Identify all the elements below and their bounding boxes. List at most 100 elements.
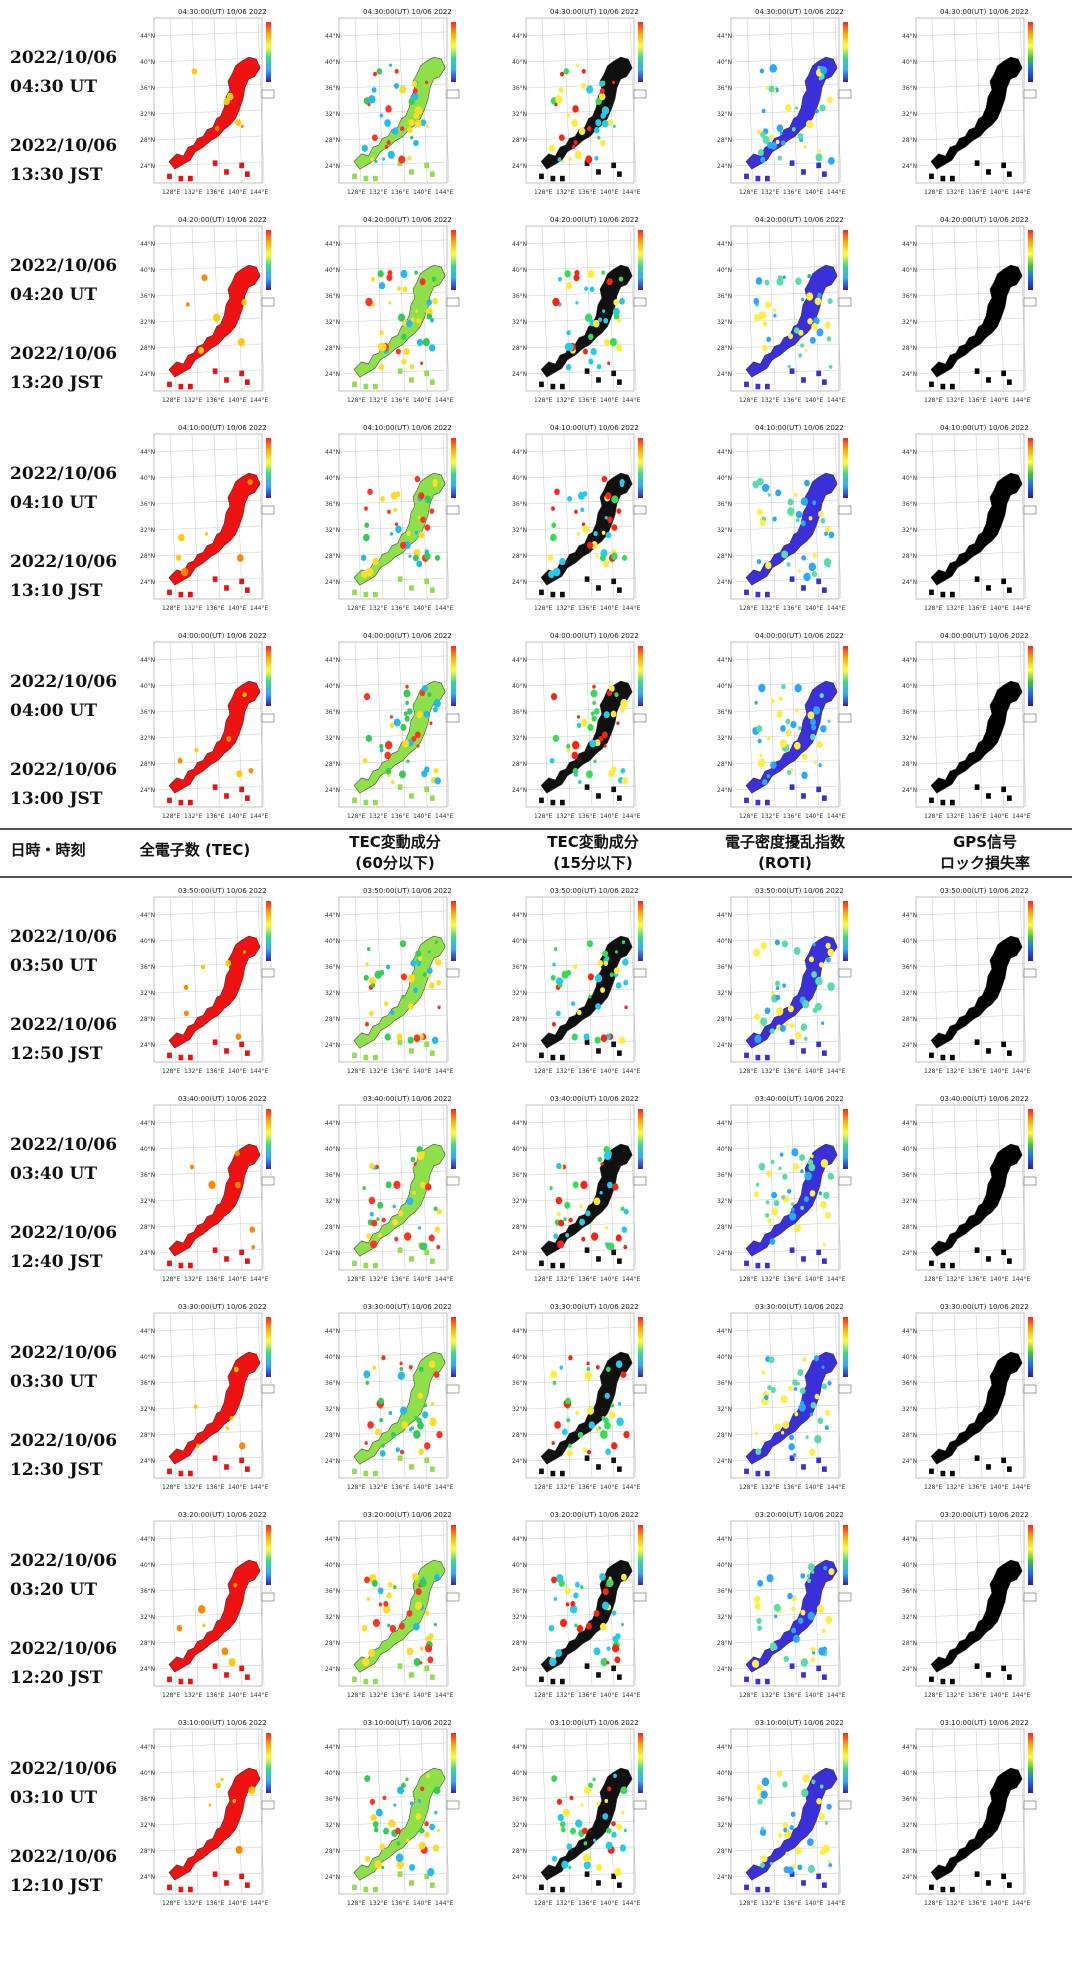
map-title: 03:20:00(UT) 10/06 2022 [755, 1511, 844, 1519]
japan-shape [540, 935, 633, 1049]
loss-panel: 04:00:00(UT) 10/06 2022 44°N 40°N 36°N 32°N 2… [902, 630, 1040, 825]
lat-tick-label: 36°N [140, 709, 155, 716]
nict-logo-box [838, 968, 852, 978]
island-marker [940, 1678, 946, 1685]
lon-tick-label: 132°E [761, 1900, 779, 1907]
nict-logo-box [633, 505, 647, 515]
lon-tick-label: 132°E [184, 397, 202, 404]
data-speckle [412, 88, 418, 94]
data-speckle [815, 976, 823, 986]
lat-gridline [915, 1404, 1025, 1410]
lat-gridline [525, 681, 635, 687]
colorbar [843, 22, 848, 82]
data-speckle [590, 689, 598, 698]
data-speckle [551, 1576, 557, 1584]
loss-panel: 04:10:00(UT) 10/06 2022 44°N 40°N 36°N 32°N 2… [902, 422, 1040, 617]
data-speckle [776, 124, 784, 132]
map-frame [915, 1312, 1025, 1479]
data-speckle [790, 1022, 795, 1028]
data-speckle [558, 1219, 565, 1227]
lat-tick-label: 28°N [140, 1640, 155, 1647]
lat-gridline [915, 1118, 1025, 1124]
data-speckle [433, 706, 438, 713]
data-speckle [393, 1585, 397, 1590]
data-speckle [601, 270, 605, 275]
data-speckle [574, 270, 580, 276]
data-speckle [811, 971, 817, 978]
data-speckle [779, 1152, 784, 1157]
data-speckle [807, 1159, 814, 1166]
data-speckle [571, 751, 579, 760]
data-speckle [202, 1623, 206, 1628]
nict-logo-box [261, 1176, 275, 1186]
island-marker [424, 1457, 430, 1464]
data-speckle [434, 554, 441, 561]
lat-tick-label: 44°N [512, 241, 527, 248]
data-speckle [248, 768, 254, 774]
data-speckle [367, 947, 371, 952]
lat-gridline [153, 109, 263, 115]
data-speckle [787, 1005, 794, 1013]
d15-map: 03:30:00(UT) 10/06 202244°N40°N36°N32°N2… [512, 1303, 647, 1491]
data-speckle [409, 1863, 416, 1871]
island-marker [178, 1262, 184, 1269]
lon-tick-label: 136°E [391, 1068, 409, 1075]
data-speckle [558, 1579, 565, 1587]
lat-tick-label: 24°N [512, 163, 527, 170]
data-speckle [552, 962, 556, 967]
data-speckle [395, 1853, 404, 1863]
data-speckle [434, 777, 441, 785]
island-marker [352, 381, 357, 388]
lon-gridline [191, 433, 199, 600]
data-speckle [379, 113, 384, 118]
data-speckle [363, 693, 371, 701]
island-marker [224, 1256, 229, 1262]
lon-tick-label: 132°E [946, 1692, 964, 1699]
lat-tick-label: 44°N [717, 657, 732, 664]
lat-gridline [525, 57, 635, 63]
island-marker [765, 1054, 770, 1061]
nict-logo-box [261, 297, 275, 307]
colorbar [843, 1733, 848, 1793]
data-speckle [561, 1860, 569, 1869]
d60-data-layer [352, 1767, 446, 1893]
data-speckle [602, 309, 606, 313]
island-marker [178, 1470, 184, 1477]
jst-date: 2022/10/06 [10, 344, 118, 364]
data-speckle [611, 495, 619, 504]
data-speckle [399, 1449, 405, 1455]
data-speckle [790, 768, 794, 772]
lon-gridline [563, 896, 571, 1063]
data-speckle [814, 1434, 822, 1444]
lon-tick-label: 128°E [739, 1276, 757, 1283]
map-title: 04:10:00(UT) 10/06 2022 [363, 424, 452, 432]
data-speckle [795, 517, 800, 523]
lat-gridline [730, 239, 840, 245]
data-speckle [611, 80, 616, 85]
lon-tick-label: 136°E [391, 189, 409, 196]
lon-tick-label: 132°E [369, 605, 387, 612]
time-row: 2022/10/06 03:50 UT 2022/10/06 12:50 JST 03:… [0, 885, 1072, 1090]
data-speckle [592, 1838, 597, 1843]
island-marker [596, 169, 601, 175]
lat-tick-label: 36°N [902, 85, 917, 92]
colorbar [638, 901, 643, 961]
data-speckle [377, 270, 384, 278]
island-marker [424, 1873, 430, 1880]
data-speckle [183, 984, 189, 990]
data-speckle [769, 1642, 777, 1651]
lon-tick-label: 136°E [578, 1692, 596, 1699]
map-frame [915, 896, 1025, 1063]
lon-gridline [213, 17, 221, 184]
lon-tick-label: 132°E [184, 1900, 202, 1907]
map-frame [338, 1728, 448, 1895]
data-speckle [607, 1786, 612, 1792]
lat-gridline [915, 447, 1025, 453]
d60-map: 03:40:00(UT) 10/06 202244°N40°N36°N32°N2… [325, 1095, 460, 1283]
data-speckle [799, 1400, 805, 1406]
data-speckle [389, 1009, 395, 1016]
island-marker [397, 576, 403, 582]
island-marker [789, 1039, 795, 1045]
lat-gridline [915, 910, 1025, 916]
lon-tick-label: 132°E [761, 813, 779, 820]
